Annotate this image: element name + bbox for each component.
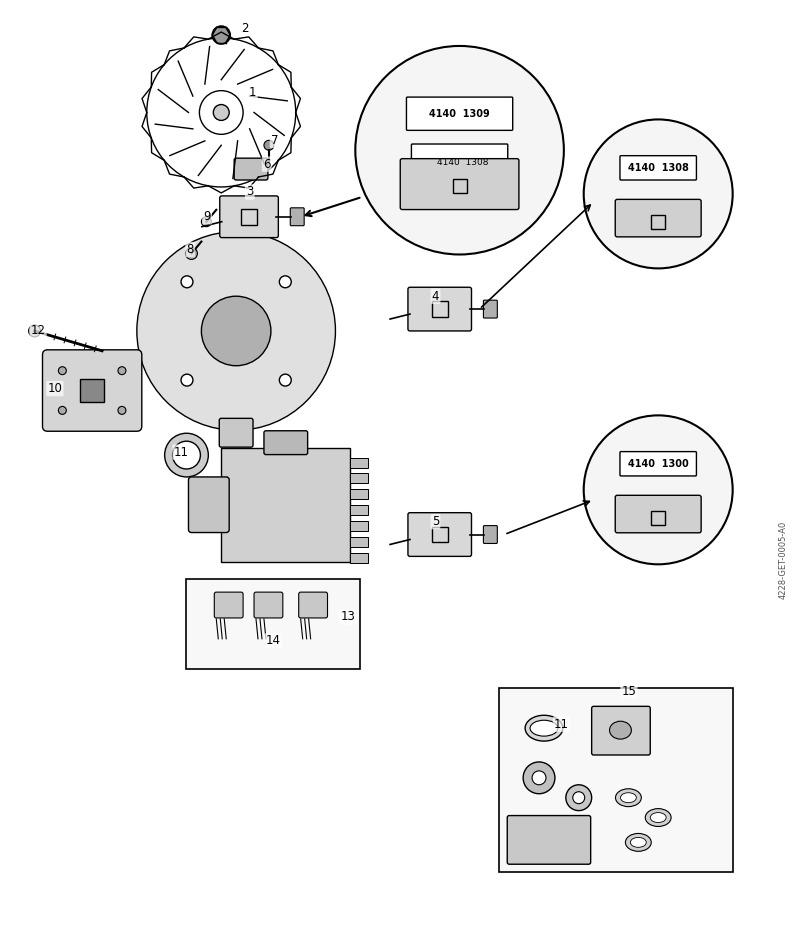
Circle shape (279, 374, 291, 386)
FancyBboxPatch shape (234, 158, 268, 180)
Bar (651, 215, 665, 229)
FancyBboxPatch shape (219, 418, 253, 447)
Ellipse shape (630, 838, 646, 847)
Ellipse shape (615, 789, 642, 807)
Ellipse shape (646, 809, 671, 827)
Circle shape (355, 46, 564, 254)
Bar (222, 448, 350, 562)
Ellipse shape (650, 813, 666, 823)
Text: 1: 1 (249, 86, 257, 99)
Bar (350, 489, 368, 499)
Circle shape (118, 367, 126, 375)
Ellipse shape (530, 720, 558, 736)
Circle shape (523, 762, 555, 794)
FancyBboxPatch shape (400, 159, 519, 209)
Text: 10: 10 (47, 382, 62, 396)
FancyBboxPatch shape (615, 199, 701, 237)
Text: 5: 5 (432, 515, 439, 528)
Circle shape (202, 296, 271, 366)
Circle shape (29, 325, 41, 337)
FancyBboxPatch shape (264, 431, 308, 454)
Text: 9: 9 (203, 210, 211, 223)
Bar (350, 473, 368, 483)
Text: 11: 11 (554, 718, 569, 731)
FancyBboxPatch shape (214, 592, 243, 618)
Bar (350, 505, 368, 515)
FancyBboxPatch shape (615, 496, 701, 533)
FancyBboxPatch shape (592, 706, 650, 755)
FancyBboxPatch shape (189, 477, 229, 533)
Text: 15: 15 (622, 685, 636, 698)
Bar (350, 457, 368, 468)
FancyBboxPatch shape (408, 512, 471, 556)
Text: 4140  1309: 4140 1309 (430, 108, 490, 119)
Ellipse shape (626, 833, 651, 851)
Circle shape (573, 792, 585, 804)
Circle shape (186, 248, 198, 259)
FancyBboxPatch shape (220, 196, 278, 237)
Text: 6: 6 (263, 158, 270, 170)
Circle shape (173, 441, 200, 469)
Text: 2: 2 (241, 22, 249, 35)
FancyBboxPatch shape (620, 156, 697, 180)
FancyBboxPatch shape (483, 525, 498, 543)
FancyBboxPatch shape (483, 300, 498, 318)
Bar (432, 301, 448, 317)
Ellipse shape (610, 721, 631, 739)
Bar (432, 526, 448, 542)
Text: 4140  1308: 4140 1308 (437, 158, 488, 167)
Circle shape (58, 367, 66, 375)
Circle shape (165, 433, 208, 477)
FancyBboxPatch shape (290, 208, 304, 225)
Bar (651, 511, 665, 525)
Circle shape (566, 784, 592, 811)
FancyBboxPatch shape (620, 452, 697, 476)
Circle shape (118, 407, 126, 414)
Text: 4140  1308: 4140 1308 (628, 163, 689, 173)
Bar (350, 521, 368, 531)
FancyBboxPatch shape (406, 97, 513, 130)
FancyBboxPatch shape (42, 350, 142, 431)
Text: 4: 4 (432, 290, 439, 303)
FancyBboxPatch shape (408, 287, 471, 331)
Circle shape (181, 374, 193, 386)
Text: 14: 14 (266, 634, 281, 647)
FancyBboxPatch shape (254, 592, 283, 618)
Circle shape (58, 407, 66, 414)
Circle shape (279, 276, 291, 288)
Bar (186, 579, 360, 669)
Text: 11: 11 (174, 446, 189, 458)
Circle shape (181, 276, 193, 288)
FancyBboxPatch shape (507, 815, 590, 864)
Text: 8: 8 (186, 243, 194, 256)
Circle shape (202, 217, 211, 226)
FancyBboxPatch shape (298, 592, 327, 618)
Bar (499, 688, 733, 872)
Bar (350, 553, 368, 563)
Text: 13: 13 (341, 611, 355, 624)
Text: 3: 3 (246, 185, 254, 198)
Bar (453, 180, 466, 194)
Circle shape (264, 140, 274, 151)
Circle shape (584, 415, 733, 565)
Circle shape (584, 120, 733, 268)
Text: 7: 7 (271, 134, 278, 147)
Bar (80, 379, 104, 402)
FancyBboxPatch shape (411, 144, 508, 178)
Circle shape (137, 232, 335, 430)
Circle shape (212, 26, 230, 44)
Ellipse shape (525, 715, 563, 741)
Text: 4140  1300: 4140 1300 (628, 459, 689, 468)
Bar (350, 537, 368, 547)
Circle shape (214, 105, 229, 121)
Bar (241, 209, 257, 224)
Ellipse shape (621, 793, 636, 802)
Text: 12: 12 (30, 324, 46, 338)
Text: 4228-GET-0005-A0: 4228-GET-0005-A0 (778, 521, 787, 599)
Circle shape (532, 770, 546, 784)
